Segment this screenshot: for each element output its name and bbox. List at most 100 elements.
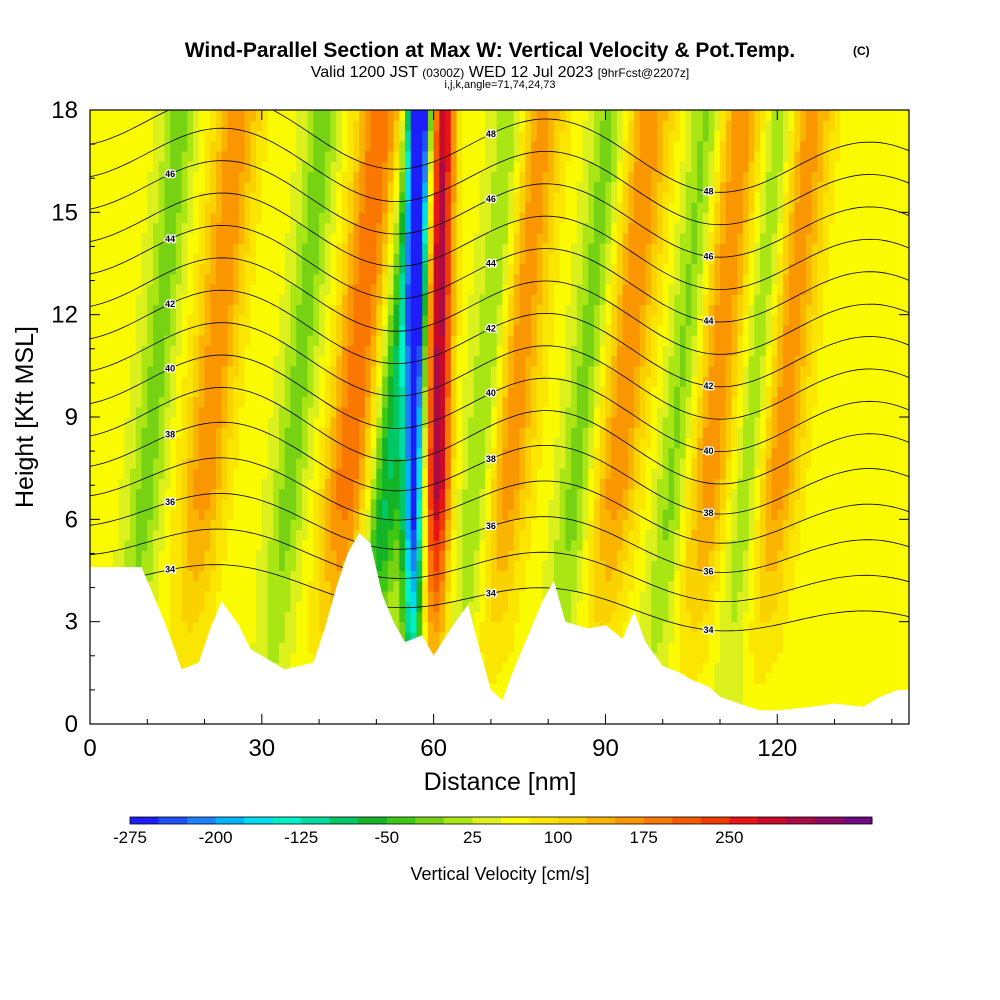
velocity-cell [874,386,881,398]
velocity-cell [840,631,847,643]
velocity-cell [536,488,544,500]
velocity-cell [107,519,114,531]
velocity-cell [720,662,727,674]
velocity-cell [485,519,492,531]
velocity-cell [502,396,509,408]
velocity-cell [393,509,400,520]
velocity-cell [531,509,538,520]
velocity-cell [525,590,532,602]
velocity-cell [817,529,824,541]
velocity-cell [891,509,899,520]
velocity-cell [634,590,641,602]
velocity-cell [267,519,274,531]
velocity-cell [496,468,503,479]
velocity-cell [811,693,818,705]
velocity-cell [158,529,166,541]
velocity-cell [851,386,859,398]
velocity-cell [164,539,171,551]
velocity-cell [422,529,429,541]
velocity-cell [599,447,607,459]
velocity-cell [364,468,372,479]
velocity-cell [450,488,458,500]
velocity-cell [657,519,664,531]
velocity-cell [553,560,561,572]
velocity-cell [462,519,469,531]
velocity-cell [668,550,675,561]
velocity-cell [273,468,280,479]
velocity-cell [800,550,807,561]
velocity-cell [823,509,830,520]
velocity-cell [886,468,893,479]
velocity-cell [691,519,698,531]
velocity-cell [868,478,876,490]
velocity-cell [868,386,876,398]
velocity-cell [548,457,555,469]
velocity-cell [290,406,297,418]
velocity-cell [742,519,750,531]
velocity-cell [382,498,389,510]
velocity-cell [576,488,584,500]
velocity-cell [817,386,824,398]
velocity-cell [863,478,870,490]
velocity-cell [536,417,544,428]
velocity-cell [754,611,761,623]
velocity-cell [868,417,876,428]
velocity-cell [834,642,841,653]
velocity-cell [823,662,830,674]
velocity-cell [823,642,830,653]
velocity-cell [158,376,166,387]
velocity-cell [811,509,818,520]
velocity-cell [897,457,904,469]
velocity-cell [645,601,652,613]
velocity-cell [445,529,452,541]
velocity-cell [422,376,429,387]
velocity-cell [731,386,738,398]
velocity-cell [616,621,624,633]
velocity-cell [794,560,801,572]
velocity-cell [783,365,790,377]
velocity-cell [811,590,818,602]
velocity-cell [233,519,240,531]
velocity-cell [828,550,836,561]
velocity-cell [748,406,755,418]
velocity-cell [496,601,503,613]
velocity-cell [531,406,538,418]
velocity-cell [771,365,778,377]
velocity-cell [811,539,818,551]
velocity-cell [846,437,853,449]
velocity-cell [227,478,234,490]
velocity-cell [616,509,624,520]
velocity-cell [233,437,240,449]
velocity-cell [210,529,217,541]
velocity-cell [553,437,561,449]
velocity-cell [880,519,887,531]
velocity-cell [216,590,223,602]
velocity-cell [725,590,733,602]
velocity-cell [296,570,303,582]
velocity-cell [90,386,97,398]
velocity-cell [427,570,435,582]
velocity-cell [731,590,738,602]
velocity-cell [725,580,733,592]
velocity-cell [336,427,343,439]
velocity-cell [519,447,526,459]
velocity-cell [748,447,755,459]
velocity-cell [662,560,670,572]
velocity-cell [273,601,280,613]
velocity-cell [221,580,229,592]
velocity-cell [210,611,217,623]
velocity-cell [118,406,125,418]
velocity-cell [153,396,160,408]
velocity-cell [101,529,108,541]
velocity-cell [594,365,601,377]
velocity-cell [611,396,618,408]
velocity-cell [256,427,263,439]
velocity-cell [112,519,120,531]
velocity-cell [634,386,641,398]
velocity-cell [439,611,446,623]
velocity-cell [416,376,423,387]
velocity-cell [153,447,160,459]
plot-area: 3434343636363838384040404242424444444646… [89,109,910,725]
velocity-cell [422,519,429,531]
velocity-cell [95,529,103,541]
